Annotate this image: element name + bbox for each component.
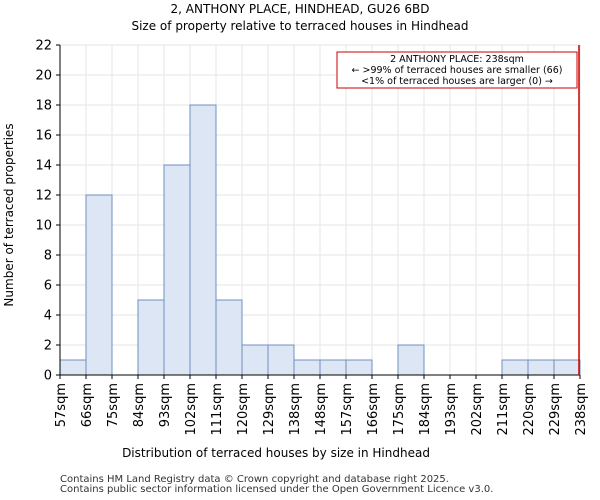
x-tick-label: 129sqm [262, 383, 277, 436]
footer-copyright: Contains HM Land Registry data © Crown c… [60, 474, 449, 485]
histogram-bar [59, 359, 87, 376]
y-tick-label: 18 [35, 99, 52, 114]
histogram-bar [85, 194, 113, 376]
y-tick-label: 0 [44, 369, 52, 384]
axis-layer: 0 2 4 6 8 10 12 14 16 18 20 22 57sqm 66sqm 75sqm 84sqm 9… [35, 39, 589, 436]
y-tick-label: 4 [44, 309, 52, 324]
grid-layer [59, 44, 581, 376]
y-tick-label: 10 [35, 219, 52, 234]
histogram-bar [215, 299, 243, 376]
annotation-line-1: 2 ANTHONY PLACE: 238sqm [390, 54, 524, 65]
x-tick-label: 157sqm [340, 383, 355, 436]
histogram-bar [163, 164, 191, 376]
chart-title: 2, ANTHONY PLACE, HINDHEAD, GU26 6BD [170, 2, 430, 16]
x-tick-label: 84sqm [132, 383, 147, 427]
x-tick-label: 220sqm [522, 383, 537, 436]
x-tick-label: 66sqm [80, 383, 95, 427]
histogram-bar [241, 344, 269, 376]
annotation-line-3: <1% of terraced houses are larger (0) → [361, 76, 553, 87]
annotation-box: 2 ANTHONY PLACE: 238sqm ← >99% of terrac… [336, 51, 578, 89]
histogram-bar [553, 359, 581, 376]
y-tick-label: 20 [35, 69, 52, 84]
y-tick-label: 8 [44, 249, 52, 264]
x-tick-label: 238sqm [574, 383, 589, 436]
bar-layer [59, 104, 581, 376]
x-tick-label: 229sqm [548, 383, 563, 436]
histogram-bar [189, 104, 217, 376]
y-tick-label: 6 [44, 279, 52, 294]
x-tick-label: 57sqm [54, 383, 69, 427]
x-tick-label: 120sqm [236, 383, 251, 436]
x-tick-label: 202sqm [470, 383, 485, 436]
y-tick-label: 12 [35, 189, 52, 204]
x-tick-label: 138sqm [288, 383, 303, 436]
histogram-bar [267, 344, 295, 376]
x-tick-label: 75sqm [106, 383, 121, 427]
x-tick-label: 93sqm [158, 383, 173, 427]
y-axis-label: Number of terraced properties [2, 123, 16, 306]
x-axis-label: Distribution of terraced houses by size … [122, 446, 430, 460]
histogram-bar [293, 359, 321, 376]
histogram-bar [397, 344, 425, 376]
histogram-bar [527, 359, 555, 376]
annotation-border [336, 51, 578, 89]
footer-licence: Contains public sector information licen… [60, 484, 494, 495]
x-tick-label: 175sqm [392, 383, 407, 436]
x-tick-label: 102sqm [184, 383, 199, 436]
x-tick-label: 166sqm [366, 383, 381, 436]
x-tick-label: 148sqm [314, 383, 329, 436]
x-tick-label: 184sqm [418, 383, 433, 436]
x-tick-label: 211sqm [496, 383, 511, 436]
y-tick-label: 14 [35, 159, 52, 174]
y-tick-label: 2 [44, 339, 52, 354]
histogram-bar [345, 359, 373, 376]
x-tick-label: 193sqm [444, 383, 459, 436]
y-tick-label: 22 [35, 39, 52, 54]
histogram-bar [319, 359, 347, 376]
annotation-line-2: ← >99% of terraced houses are smaller (6… [352, 65, 563, 76]
y-tick-label: 16 [35, 129, 52, 144]
histogram-bar [137, 299, 165, 376]
histogram-bar [501, 359, 529, 376]
chart-subtitle: Size of property relative to terraced ho… [131, 19, 469, 33]
x-tick-label: 111sqm [210, 383, 225, 436]
